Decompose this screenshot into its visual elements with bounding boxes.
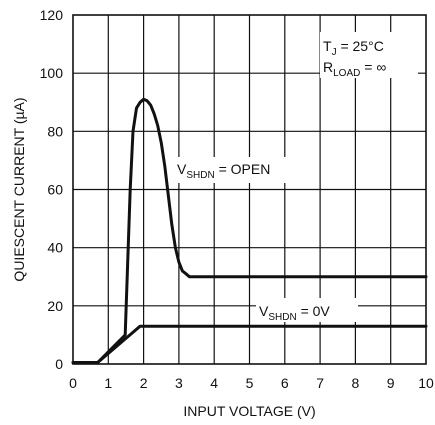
y-axis-title: QUIESCENT CURRENT (µA)	[11, 97, 27, 281]
y-tick-label: 0	[55, 356, 63, 372]
x-tick-label: 5	[246, 375, 254, 391]
x-tick-label: 3	[175, 375, 183, 391]
x-tick-label: 6	[281, 375, 289, 391]
x-tick-label: 8	[352, 375, 360, 391]
x-tick-label: 1	[104, 375, 112, 391]
y-tick-label: 120	[40, 7, 64, 23]
x-tick-labels: 0 1 2 3 4 5 6 7 8 9 10	[69, 375, 434, 391]
x-tick-label: 2	[140, 375, 148, 391]
y-tick-label: 40	[47, 240, 63, 256]
x-tick-label: 0	[69, 375, 77, 391]
x-tick-label: 10	[418, 375, 434, 391]
y-tick-label: 60	[47, 182, 63, 198]
y-tick-label: 20	[47, 298, 63, 314]
x-tick-label: 4	[210, 375, 218, 391]
y-tick-label: 80	[47, 123, 63, 139]
x-tick-label: 7	[316, 375, 324, 391]
y-tick-label: 100	[40, 65, 64, 81]
x-axis-title: INPUT VOLTAGE (V)	[183, 403, 315, 419]
x-tick-label: 9	[387, 375, 395, 391]
y-tick-labels: 0 20 40 60 80 100 120	[40, 7, 64, 372]
